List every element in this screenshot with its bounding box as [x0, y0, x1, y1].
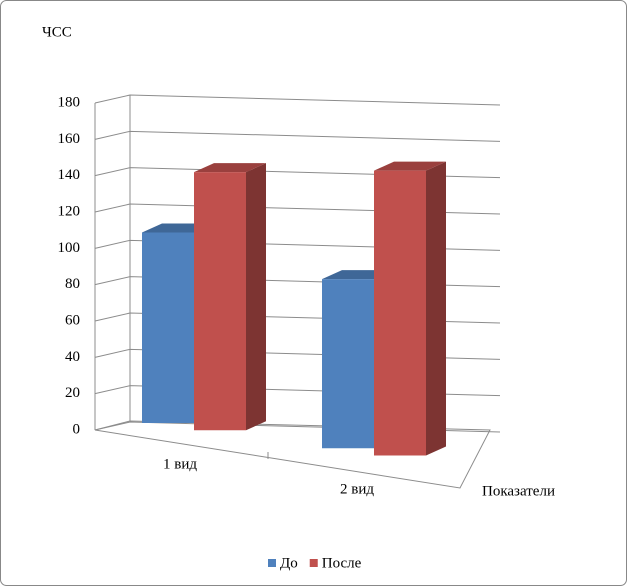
- legend-swatch: [268, 559, 276, 567]
- y-tick-label: 0: [73, 421, 81, 437]
- legend-label: До: [280, 555, 298, 571]
- x-tick-label: 2 вид: [340, 481, 374, 497]
- grid-line: [94, 94, 501, 106]
- bar: [194, 163, 266, 431]
- y-tick-label: 40: [65, 349, 80, 365]
- legend-label: После: [322, 555, 362, 571]
- y-tick-label: 160: [58, 131, 81, 147]
- bar: [374, 161, 446, 456]
- bar-front: [374, 170, 426, 456]
- x-axis-label: Показатели: [482, 483, 555, 499]
- y-tick-label: 60: [65, 312, 80, 328]
- y-tick-label: 120: [58, 203, 81, 219]
- bar-side: [426, 161, 446, 456]
- bar-front: [322, 279, 374, 449]
- bar-top: [194, 163, 266, 173]
- y-tick-label: 180: [58, 94, 81, 110]
- grid-line: [94, 130, 501, 142]
- bar-front: [194, 172, 246, 431]
- floor: [94, 420, 491, 489]
- y-tick-label: 80: [65, 276, 80, 292]
- bar-front: [142, 232, 194, 423]
- bar-top: [374, 161, 446, 171]
- y-tick-label: 100: [58, 240, 81, 256]
- legend-swatch: [309, 559, 318, 567]
- x-tick-label: 1 вид: [163, 456, 197, 472]
- bar-side: [246, 163, 266, 431]
- y-tick-label: 20: [65, 385, 80, 401]
- y-tick-label: 140: [58, 167, 81, 183]
- y-axis-label: ЧСС: [42, 24, 72, 40]
